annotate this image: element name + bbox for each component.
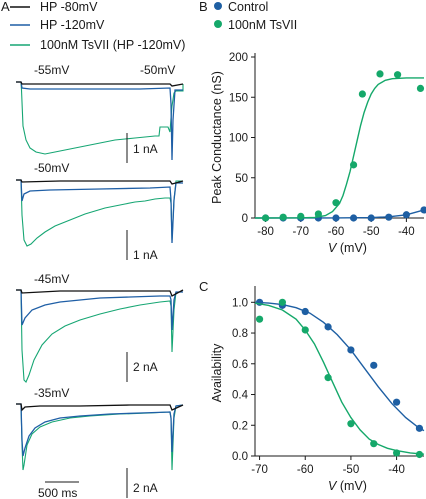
y-tick-label: 0 <box>242 213 248 225</box>
trace-row-2: -50mV 1 nA <box>16 161 184 262</box>
trace-hp80 <box>16 289 184 297</box>
data-point-tsvii <box>261 214 270 222</box>
data-point-tsvii <box>278 298 287 306</box>
trace-row-4: -35mV 500 ms 2 nA <box>16 386 184 499</box>
legend-b-marker-tsvii <box>214 20 222 28</box>
y-tick-label: 100 <box>229 133 248 145</box>
x-tick-label: -60 <box>328 226 345 238</box>
data-point-tsvii <box>349 161 358 169</box>
y-axis-label: Availability <box>210 343 224 403</box>
data-point-tsvii <box>347 420 355 428</box>
data-point-tsvii <box>415 450 424 459</box>
data-point-control <box>370 361 378 369</box>
data-point-control <box>420 206 426 214</box>
data-point-tsvii <box>358 90 366 98</box>
x-tick-label: -70 <box>292 226 309 238</box>
data-point-control <box>385 213 393 221</box>
data-point-control <box>392 398 401 406</box>
y-tick-label: 50 <box>235 173 248 185</box>
legend-a-tsvii: 100nM TsVII (HP -120mV) <box>40 38 185 52</box>
panel-label-a: A <box>1 0 10 14</box>
y-tick-label: 0.8 <box>232 328 248 340</box>
x-axis-label-unit: (mV) <box>336 241 367 255</box>
data-point-control <box>324 323 332 331</box>
trace-hp80 <box>16 403 184 412</box>
data-point-control <box>349 214 358 222</box>
y-axis-label: Peak Conductance (nS) <box>210 71 224 204</box>
panel-label-c: C <box>199 279 208 294</box>
chart-c: 0.0 0.2 0.4 0.6 0.8 1.0 -70 -60 -50 -40 Availabili… <box>210 286 425 493</box>
y-tick-label: 0.6 <box>232 359 248 371</box>
trace-hp80 <box>16 81 184 87</box>
data-point-tsvii <box>393 71 402 79</box>
x-tick-label: -80 <box>257 226 274 238</box>
data-point-tsvii <box>370 440 378 448</box>
x-tick-label: -50 <box>343 464 360 476</box>
trace-hp80 <box>16 179 184 185</box>
legend-b-control: Control <box>228 0 268 14</box>
data-point-tsvii <box>314 210 322 218</box>
data-point-control <box>301 307 309 316</box>
scale-label: 2 nA <box>133 481 158 495</box>
trace-hp120 <box>16 289 183 331</box>
x-axis-label: V (mV) <box>328 241 367 255</box>
step-label: -35mV <box>34 386 69 400</box>
data-point-control <box>415 424 424 432</box>
trace-hp120 <box>16 403 184 457</box>
x-tick-label: -50 <box>363 226 380 238</box>
fit-curve-control <box>254 301 425 432</box>
y-tick-label: 1.0 <box>232 297 248 309</box>
scale-label: 2 nA <box>133 360 158 374</box>
data-point-tsvii <box>324 374 332 382</box>
legend-b-tsvii: 100nM TsVII <box>228 18 297 32</box>
data-point-tsvii <box>279 213 287 221</box>
x-axis-label-var: V <box>328 479 338 493</box>
y-tick-label: 150 <box>229 92 248 104</box>
y-tick-label: 0.0 <box>232 451 248 463</box>
trace-row-1: -55mV -50mV 1 nA <box>16 63 184 163</box>
fit-curve-tsvii <box>254 302 425 455</box>
x-tick-label: -40 <box>388 464 405 476</box>
data-point-control <box>402 211 410 219</box>
trace-tsvii <box>16 289 183 383</box>
legend-a-hp80: HP -80mV <box>40 0 98 14</box>
chart-b: 0 50 100 150 200 -80 -70 -60 -50 -40 Peak Conducta… <box>210 52 426 255</box>
x-axis-label-var: V <box>328 241 338 255</box>
y-tick-label: 0.2 <box>232 420 248 432</box>
data-point-tsvii <box>255 315 264 323</box>
data-point-tsvii <box>416 84 425 92</box>
y-tick-label: 0.4 <box>232 390 249 402</box>
fit-curve-tsvii <box>254 77 424 219</box>
panel-label-b: B <box>199 0 208 14</box>
legend-b-marker-control <box>214 2 222 10</box>
trace-hp120 <box>16 179 183 244</box>
trace-tsvii <box>16 403 184 471</box>
data-point-tsvii <box>376 70 384 78</box>
data-point-control <box>367 214 375 222</box>
data-point-tsvii <box>332 199 340 207</box>
legend-a-hp120: HP -120mV <box>40 18 105 32</box>
x-tick-label: -60 <box>297 464 314 476</box>
data-point-tsvii <box>301 326 309 334</box>
data-point-control <box>347 346 355 354</box>
step-label: -50mV <box>34 161 69 175</box>
time-scale-label: 500 ms <box>38 486 77 499</box>
trace-row-3: -45mV 2 nA <box>16 272 184 383</box>
trace-tsvii <box>16 81 184 155</box>
data-point-control <box>332 214 340 222</box>
x-tick-label: -70 <box>251 464 268 476</box>
data-point-tsvii <box>392 449 401 457</box>
scale-label: 1 nA <box>133 248 158 262</box>
x-axis-label: V (mV) <box>328 479 367 493</box>
step-label: -50mV <box>140 63 175 77</box>
data-point-tsvii <box>297 212 305 220</box>
x-axis-label-unit: (mV) <box>336 479 367 493</box>
trace-hp120 <box>16 81 183 161</box>
x-tick-label: -40 <box>398 226 415 238</box>
step-label: -55mV <box>34 63 69 77</box>
scale-label: 1 nA <box>133 142 158 156</box>
step-label: -45mV <box>34 272 69 286</box>
y-tick-label: 200 <box>229 52 248 64</box>
